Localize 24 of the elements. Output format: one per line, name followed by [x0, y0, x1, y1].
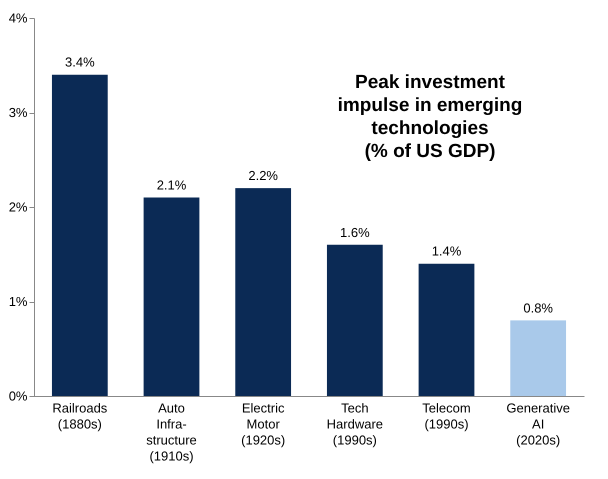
- y-tick-label: 3%: [8, 105, 28, 120]
- x-tick-label: Electric Motor (1920s): [241, 400, 286, 448]
- data-label: 0.8%: [523, 300, 554, 316]
- y-tick-label: 0%: [8, 388, 28, 404]
- y-tick-label: 1%: [8, 294, 28, 309]
- bar: [418, 264, 474, 396]
- x-tick-label: Telecom (1990s): [422, 400, 471, 432]
- bar: [510, 320, 566, 396]
- data-label: 2.2%: [248, 168, 278, 184]
- y-tick-label: 2%: [8, 200, 28, 214]
- bar: [235, 188, 292, 396]
- x-tick-label: Generative AI (2020s): [506, 400, 570, 448]
- bar: [326, 244, 383, 396]
- data-label: 3.4%: [65, 54, 96, 70]
- x-tick-label: Auto Infra- structure (1910s): [146, 400, 197, 464]
- text: Peak investment impulse in emerging technologies (% of US GDP): [338, 72, 522, 162]
- y-tick-label: 4%: [8, 10, 28, 26]
- bar: [52, 74, 108, 396]
- data-label: 1.6%: [340, 224, 370, 240]
- x-tick-label: Tech Hardware (1990s): [326, 400, 384, 448]
- data-label: 2.1%: [156, 178, 187, 193]
- data-label: 1.4%: [432, 244, 462, 259]
- x-tick-label: Railroads (1880s): [52, 400, 108, 432]
- bar: [144, 198, 200, 396]
